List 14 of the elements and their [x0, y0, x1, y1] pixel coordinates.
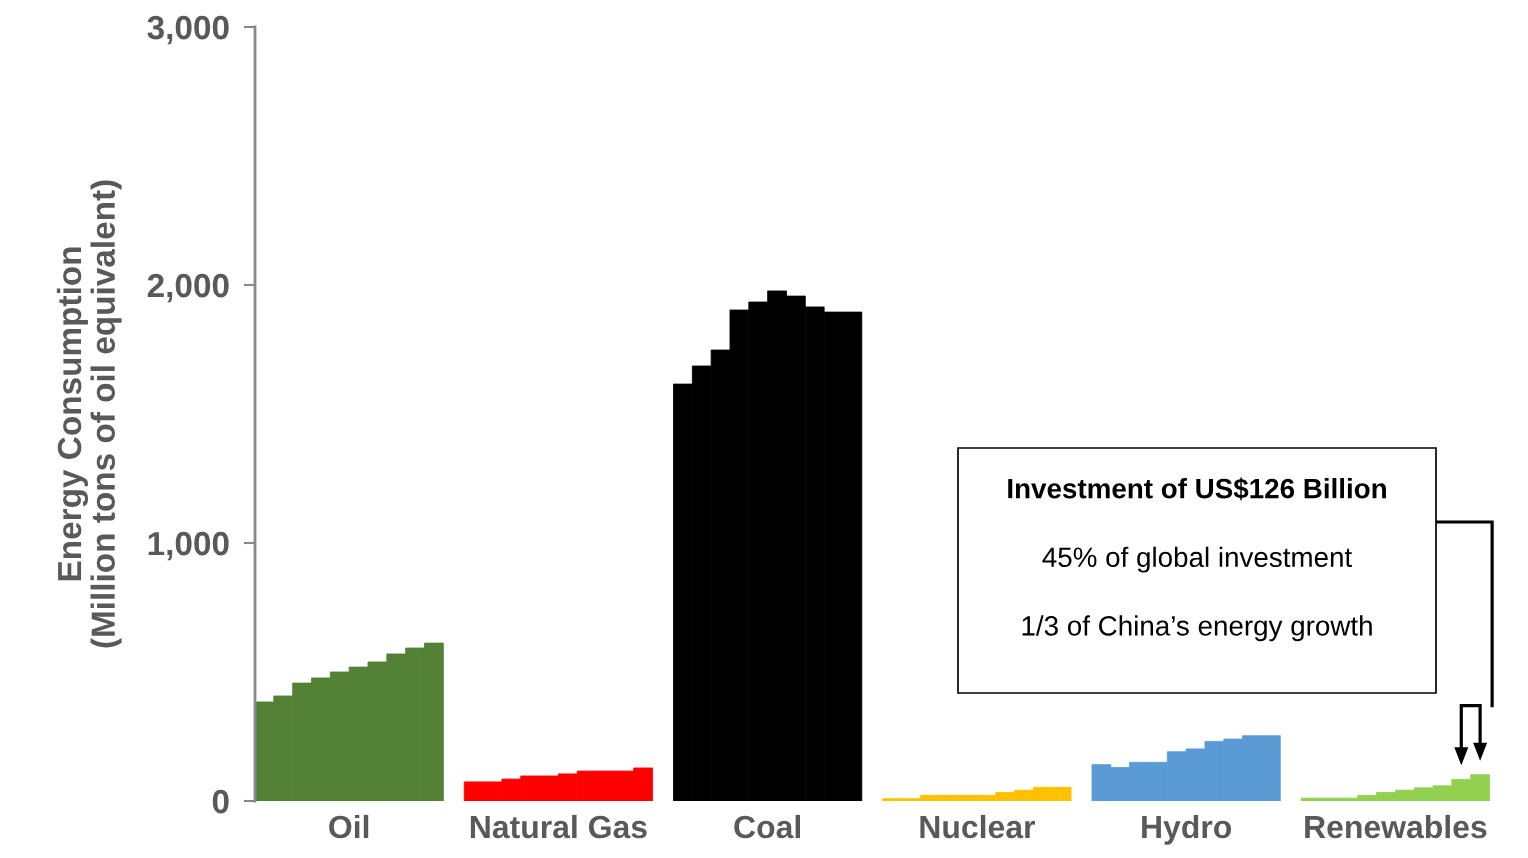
x-tick-label: Natural Gas: [470, 814, 647, 839]
y-tick-label: 3,000: [147, 15, 229, 45]
annotation: 1/3 of China’s energy growth: [1022, 615, 1372, 642]
y-tick-label: 0: [212, 789, 229, 814]
x-tick-label: Coal: [734, 814, 800, 839]
x-tick-label: Hydro: [1142, 814, 1232, 845]
annotation: 45% of global investment: [1042, 546, 1352, 573]
x-tick-label: Oil: [329, 814, 369, 839]
annotation: Investment of US$126 Billion: [1008, 477, 1386, 501]
x-tick-label: Nuclear: [920, 814, 1035, 839]
y-axis-title: Energy Consumption (Million tons of oil equivalent): [56, 180, 122, 648]
x-tick-label: Renewables: [1305, 814, 1487, 839]
y-tick-label: 2,000: [147, 273, 229, 303]
y-tick-label: 1,000: [148, 531, 229, 561]
